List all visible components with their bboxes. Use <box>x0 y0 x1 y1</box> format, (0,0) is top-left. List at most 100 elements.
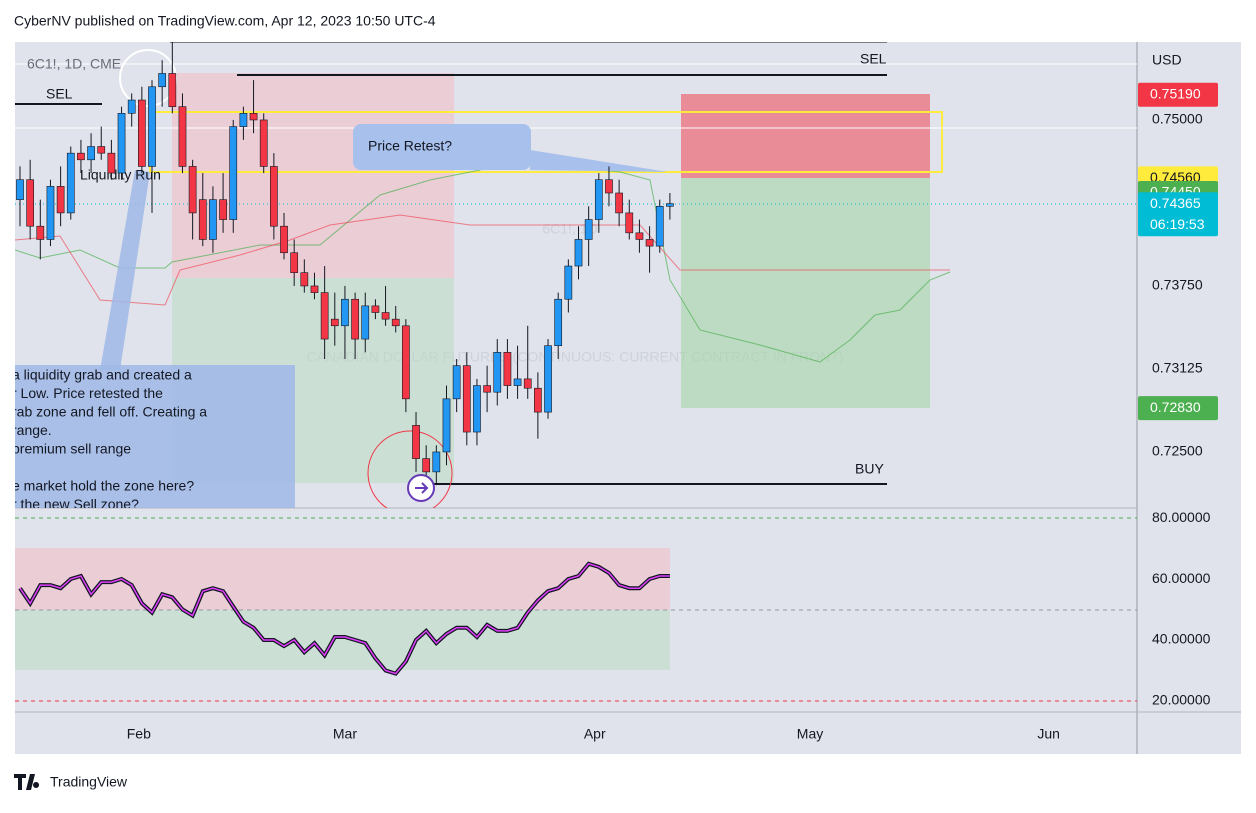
candle-body <box>391 318 400 327</box>
retest-callout <box>353 124 531 170</box>
candle-body <box>473 385 481 433</box>
price-label: 0.75190 <box>1150 85 1201 101</box>
candle-body <box>432 451 441 473</box>
highlight-circle <box>367 430 453 508</box>
candle-body <box>36 225 45 240</box>
candle-body <box>209 199 217 240</box>
x-tick-label: May <box>797 726 823 742</box>
candle-body <box>320 292 329 340</box>
candle-body <box>655 205 664 247</box>
candle-body <box>87 146 95 161</box>
candle-body <box>564 265 573 300</box>
candles <box>16 42 674 492</box>
candle-body <box>239 113 248 127</box>
countdown: 06:19:53 <box>1150 216 1205 232</box>
logo <box>14 774 40 790</box>
short-target <box>681 178 930 408</box>
notes: a liquidity grab and created a r Low. Pri… <box>12 367 207 512</box>
candle-body <box>493 352 502 393</box>
candle-body <box>625 212 634 234</box>
rsi-line <box>19 562 670 675</box>
x-tick-label: Jun <box>1037 726 1060 742</box>
candle-body <box>503 352 512 386</box>
candle-body <box>310 285 319 293</box>
candle-body <box>422 458 431 473</box>
candle-body <box>361 305 370 340</box>
rsi-oversold-band <box>15 610 670 670</box>
candle-body <box>178 106 187 167</box>
candle-body <box>188 166 197 214</box>
candle-body <box>127 99 136 114</box>
rsi-tick-label: 40.00000 <box>1152 631 1211 647</box>
candle-body <box>635 232 644 240</box>
candle-body <box>168 73 177 107</box>
callout-pointer <box>530 150 668 172</box>
candle-body <box>402 325 410 400</box>
candle-body <box>594 179 603 220</box>
symbol: 6C1!, 1D, CME <box>27 56 121 72</box>
candle-body <box>107 152 116 174</box>
sell-zone <box>172 73 454 278</box>
candle-body <box>300 272 309 287</box>
header: CyberNV published on TradingView.com, Ap… <box>14 13 436 29</box>
candle-body <box>381 312 390 320</box>
main-pane: 6C1!, 1D CANADIAN DOLLAR FUTURES (CONTIN… <box>12 42 1137 512</box>
x-tick-label: Apr <box>584 726 606 742</box>
candle-body <box>615 192 623 214</box>
note-line: a liquidity grab and created a <box>12 367 192 383</box>
y-tick-label: 0.73125 <box>1152 360 1203 376</box>
note-pointer <box>100 170 150 370</box>
price-label: 0.74365 <box>1150 195 1201 211</box>
candle-body <box>483 385 491 393</box>
candle-body <box>462 365 471 433</box>
note-line: r the new Sell zone? <box>12 496 139 512</box>
candle-body <box>249 113 258 121</box>
candle-body <box>452 365 461 400</box>
candle-body <box>229 126 238 220</box>
note-box <box>15 365 295 508</box>
candle-body <box>666 203 674 207</box>
candle-body <box>554 298 563 347</box>
y-tick-label: 0.72500 <box>1152 443 1203 459</box>
candle-body <box>341 298 349 327</box>
candle-body <box>97 146 106 154</box>
candle-body <box>259 119 268 167</box>
candle-body <box>513 378 522 386</box>
y-tick-label: 0.75000 <box>1152 111 1203 127</box>
candle-body <box>412 425 420 459</box>
price-label-bg <box>1138 82 1218 107</box>
candle-body <box>117 113 126 174</box>
price-label-bg <box>1138 192 1218 237</box>
candle-body <box>219 199 227 220</box>
x-tick-label: Feb <box>127 726 151 742</box>
candle-body <box>46 186 55 240</box>
note-line: range. <box>12 422 52 438</box>
candle-body <box>158 73 167 88</box>
sel-label: SEL <box>860 51 887 67</box>
candle-body <box>351 298 359 340</box>
liquidity-label: Liquidity Run <box>80 167 161 183</box>
candle-body <box>442 398 451 453</box>
replay-arrow <box>415 482 429 494</box>
candle-body <box>645 239 654 247</box>
price-label-bg <box>1138 396 1218 421</box>
candle-body <box>16 179 24 200</box>
candle-body <box>330 318 339 327</box>
y-tick-label: 0.73750 <box>1152 277 1203 293</box>
candle-body <box>605 179 613 194</box>
dynamic: 0.75000 0.73750 0.73125 0.72500 80.00000 60.0… <box>18 82 1218 742</box>
candle-body <box>574 239 583 267</box>
candle-body <box>523 378 532 389</box>
footer: TradingView <box>50 774 128 790</box>
short-risk <box>681 94 930 178</box>
candle-body <box>371 305 380 313</box>
rsi-tick-label: 60.00000 <box>1152 570 1211 586</box>
candle-body <box>544 345 552 413</box>
note-line: r Low. Price retested the <box>12 385 163 401</box>
rsi-tick-label: 20.00000 <box>1152 692 1211 708</box>
note-line: e market hold the zone here? <box>12 478 194 494</box>
buy-label: BUY <box>855 461 884 477</box>
candle-body <box>66 152 75 214</box>
candle-body <box>290 252 299 273</box>
